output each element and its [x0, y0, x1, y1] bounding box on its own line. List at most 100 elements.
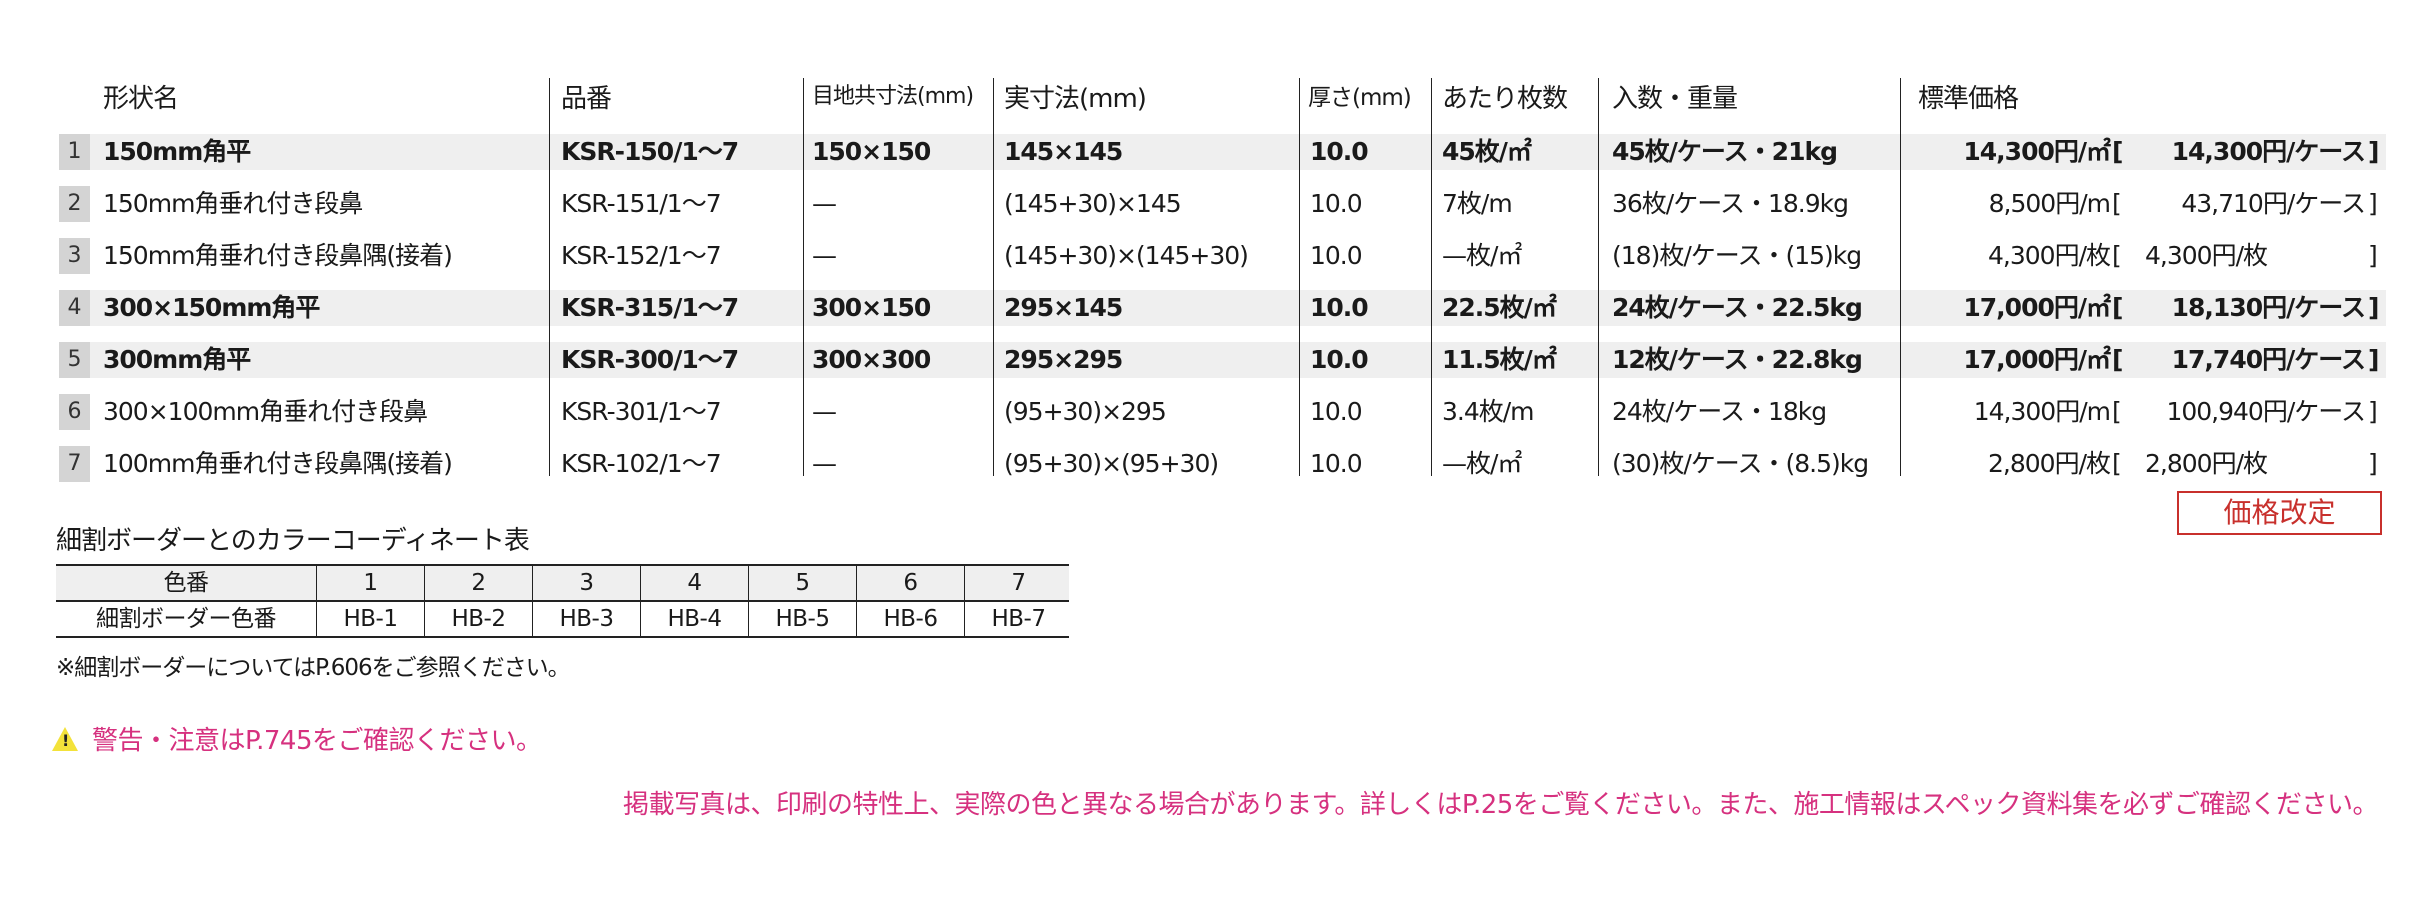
pack-weight: 12枚/ケース・22.8kg: [1612, 345, 1863, 374]
row-band: [90, 290, 2386, 326]
row-band: [90, 342, 2386, 378]
product-code: KSR-152/1〜7: [561, 241, 722, 270]
product-code: KSR-102/1〜7: [561, 449, 722, 478]
per-unit: 3.4枚/m: [1442, 397, 1535, 426]
color-table-cell: HB-1: [316, 602, 424, 636]
per-unit: —枚/㎡: [1442, 241, 1522, 270]
color-table-cell: 6: [856, 566, 964, 600]
pack-weight: (30)枚/ケース・(8.5)kg: [1612, 449, 1869, 478]
row-band: [90, 134, 2386, 170]
joint-size: —: [812, 189, 837, 218]
product-code: KSR-300/1〜7: [561, 345, 739, 374]
case-price: 17,740円/ケース: [2171, 345, 2366, 374]
color-table-cell: HB-7: [964, 602, 1072, 636]
unit-price: 17,000円/㎡: [1963, 293, 2111, 322]
unit-price: 4,300円/枚: [1988, 241, 2111, 270]
row-number: 2: [59, 186, 90, 222]
pack-weight: 24枚/ケース・18kg: [1612, 397, 1827, 426]
joint-size: —: [812, 241, 837, 270]
shape-name: 300×100mm角垂れ付き段鼻: [103, 397, 428, 426]
case-price: 43,710円/ケース: [2181, 189, 2366, 218]
bracket-close: ]: [2368, 137, 2379, 166]
row-number: 6: [59, 394, 90, 430]
actual-size: 295×145: [1004, 293, 1123, 322]
joint-size: 300×150: [812, 293, 931, 322]
actual-size: (95+30)×295: [1004, 397, 1167, 426]
table-row: 5 300mm角平 KSR-300/1〜7 300×300 295×295 10.0 11.…: [0, 342, 2432, 378]
joint-size: —: [812, 449, 837, 478]
header-pack: 入数・重量: [1612, 84, 1738, 114]
bracket-close: ]: [2368, 189, 2378, 218]
bracket-open: [: [2112, 397, 2122, 426]
shape-name: 100mm角垂れ付き段鼻隅(接着): [103, 449, 453, 478]
joint-size: 300×300: [812, 345, 931, 374]
case-price: 2,800円/枚: [2145, 449, 2268, 478]
color-table-cell: 4: [640, 566, 748, 600]
thickness: 10.0: [1310, 293, 1369, 322]
unit-price: 8,500円/m: [1988, 189, 2111, 218]
footer-note: 掲載写真は、印刷の特性上、実際の色と異なる場合があります。詳しくはP.25をご覧…: [622, 790, 2379, 820]
case-price: 100,940円/ケース: [2166, 397, 2366, 426]
divider: [1900, 78, 1901, 476]
per-unit: 11.5枚/㎡: [1442, 345, 1557, 374]
bracket-close: ]: [2368, 449, 2378, 478]
color-table-header-row: 色番 1 2 3 4 5 6 7: [56, 566, 1069, 602]
case-price: 18,130円/ケース: [2171, 293, 2366, 322]
divider: [1431, 78, 1432, 476]
color-table-cell: 2: [424, 566, 532, 600]
table-row: 1 150mm角平 KSR-150/1〜7 150×150 145×145 10.0 45枚…: [0, 134, 2432, 170]
unit-price: 14,300円/m: [1973, 397, 2111, 426]
border-reference-note: ※細割ボーダーについてはP.606をご参照ください。: [56, 655, 571, 681]
color-table-cell: 5: [748, 566, 856, 600]
row-number: 5: [59, 342, 90, 378]
bracket-close: ]: [2368, 293, 2379, 322]
table-row: 2 150mm角垂れ付き段鼻 KSR-151/1〜7 — (145+30)×145 10.…: [0, 186, 2432, 222]
unit-price: 17,000円/㎡: [1963, 345, 2111, 374]
unit-price: 14,300円/㎡: [1963, 137, 2111, 166]
per-unit: 22.5枚/㎡: [1442, 293, 1557, 322]
color-table-cell: HB-6: [856, 602, 964, 636]
pack-weight: (18)枚/ケース・(15)kg: [1612, 241, 1862, 270]
thickness: 10.0: [1310, 241, 1363, 270]
thickness: 10.0: [1310, 189, 1363, 218]
shape-name: 150mm角平: [103, 137, 251, 166]
header-shape-name: 形状名: [103, 84, 179, 114]
product-code: KSR-301/1〜7: [561, 397, 722, 426]
row-number: 7: [59, 446, 90, 482]
header-actual: 実寸法(mm): [1004, 84, 1147, 114]
actual-size: (95+30)×(95+30): [1004, 449, 1219, 478]
unit-price: 2,800円/枚: [1988, 449, 2111, 478]
table-row: 6 300×100mm角垂れ付き段鼻 KSR-301/1〜7 — (95+30)×295…: [0, 394, 2432, 430]
bracket-open: [: [2112, 189, 2122, 218]
color-table-cell: HB-2: [424, 602, 532, 636]
price-revision-badge: 価格改定: [2177, 491, 2382, 535]
color-table-cell: 細割ボーダー色番: [96, 606, 277, 632]
actual-size: (145+30)×145: [1004, 189, 1182, 218]
table-row: 4 300×150mm角平 KSR-315/1〜7 300×150 295×145 10.…: [0, 290, 2432, 326]
divider: [1299, 78, 1300, 476]
product-code: KSR-151/1〜7: [561, 189, 722, 218]
shape-name: 300×150mm角平: [103, 293, 320, 322]
product-code: KSR-150/1〜7: [561, 137, 739, 166]
color-table-cell: HB-5: [748, 602, 856, 636]
row-number: 1: [59, 134, 90, 170]
bracket-open: [: [2112, 345, 2123, 374]
thickness: 10.0: [1310, 345, 1369, 374]
actual-size: 145×145: [1004, 137, 1123, 166]
bracket-open: [: [2112, 449, 2122, 478]
divider: [803, 78, 804, 476]
row-number: 4: [59, 290, 90, 326]
color-table-title: 細割ボーダーとのカラーコーディネート表: [56, 526, 530, 556]
color-table-cell: HB-3: [532, 602, 640, 636]
color-table-cell: 7: [964, 566, 1072, 600]
bracket-close: ]: [2368, 345, 2379, 374]
table-row: 3 150mm角垂れ付き段鼻隅(接着) KSR-152/1〜7 — (145+30)×(…: [0, 238, 2432, 274]
pack-weight: 45枚/ケース・21kg: [1612, 137, 1838, 166]
color-table-cell: 3: [532, 566, 640, 600]
bracket-open: [: [2112, 293, 2123, 322]
shape-name: 300mm角平: [103, 345, 251, 374]
color-table-cell: HB-4: [640, 602, 748, 636]
header-per: あたり枚数: [1442, 84, 1568, 114]
shape-name: 150mm角垂れ付き段鼻: [103, 189, 363, 218]
